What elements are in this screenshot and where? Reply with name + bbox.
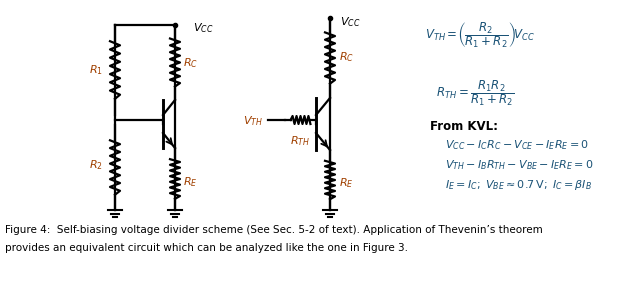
Text: $V_{TH}$: $V_{TH}$ xyxy=(243,114,263,128)
Text: provides an equivalent circuit which can be analyzed like the one in Figure 3.: provides an equivalent circuit which can… xyxy=(5,243,408,253)
Text: $V_{TH} - I_B R_{TH} - V_{BE} - I_E R_E = 0$: $V_{TH} - I_B R_{TH} - V_{BE} - I_E R_E … xyxy=(445,158,594,172)
Text: $V_{TH} = \!\left(\dfrac{R_2}{R_1 + R_2}\right)\!V_{CC}$: $V_{TH} = \!\left(\dfrac{R_2}{R_1 + R_2}… xyxy=(425,20,535,50)
Text: $V_{CC} - I_C R_C - V_{CE} - I_E R_E = 0$: $V_{CC} - I_C R_C - V_{CE} - I_E R_E = 0… xyxy=(445,138,589,152)
Text: $V_{CC}$: $V_{CC}$ xyxy=(193,21,213,35)
Text: $R_C$: $R_C$ xyxy=(339,50,354,64)
Text: $V_{CC}$: $V_{CC}$ xyxy=(340,15,360,29)
Text: $R_E$: $R_E$ xyxy=(339,176,353,190)
Text: $R_E$: $R_E$ xyxy=(183,175,197,189)
Text: $I_E = I_C;\;  V_{BE} \approx 0.7\,\mathrm{V};\;  I_C = \beta I_B$: $I_E = I_C;\; V_{BE} \approx 0.7\,\mathr… xyxy=(445,178,592,192)
Text: $R_1$: $R_1$ xyxy=(89,63,103,77)
Text: Figure 4:  Self-biasing voltage divider scheme (See Sec. 5-2 of text). Applicati: Figure 4: Self-biasing voltage divider s… xyxy=(5,225,543,235)
Text: $R_2$: $R_2$ xyxy=(89,158,103,172)
Text: $R_C$: $R_C$ xyxy=(183,56,198,70)
Text: $R_{TH} = \dfrac{R_1 R_2}{R_1 + R_2}$: $R_{TH} = \dfrac{R_1 R_2}{R_1 + R_2}$ xyxy=(436,78,514,108)
Text: $R_{TH}$: $R_{TH}$ xyxy=(290,134,310,148)
Text: From KVL:: From KVL: xyxy=(430,120,498,133)
